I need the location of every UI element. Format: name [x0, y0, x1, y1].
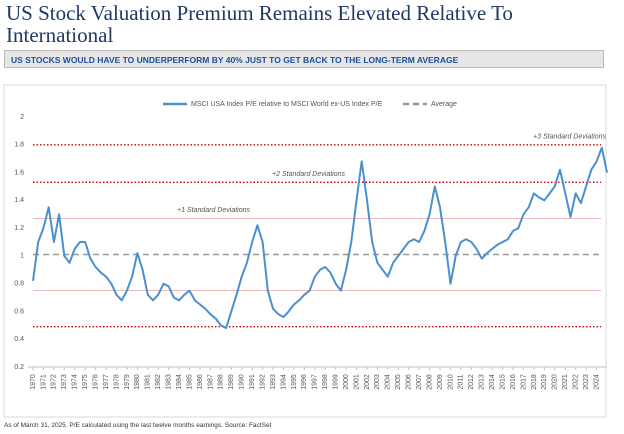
- x-tick-label: 1979: [124, 374, 131, 390]
- x-tick-label: 1993: [270, 374, 277, 390]
- x-tick-label: 2022: [573, 374, 580, 390]
- x-tick-label: 2016: [510, 374, 517, 390]
- x-tick-label: 2021: [562, 374, 569, 390]
- x-tick-label: 2019: [541, 374, 548, 390]
- x-tick-label: 1986: [197, 374, 204, 390]
- title: US Stock Valuation Premium Remains Eleva…: [6, 1, 513, 47]
- x-tick-label: 1977: [103, 374, 110, 390]
- x-tick-label: 1994: [280, 374, 287, 390]
- x-tick-label: 2013: [479, 374, 486, 390]
- y-tick-label: 1: [20, 253, 24, 260]
- y-tick-label: 1.4: [14, 197, 24, 204]
- x-tick-label: 1999: [332, 374, 339, 390]
- x-tick-label: 1996: [301, 374, 308, 390]
- x-tick-label: 2024: [593, 374, 600, 390]
- x-tick-label: 2012: [468, 374, 475, 390]
- x-tick-label: 2020: [552, 374, 559, 390]
- x-tick-label: 2004: [385, 374, 392, 390]
- x-tick-label: 2011: [458, 374, 465, 389]
- x-tick-label: 1985: [186, 374, 193, 390]
- x-tick-label: 2003: [374, 374, 381, 390]
- x-tick-label: 1982: [155, 374, 162, 390]
- x-tick-label: 2001: [353, 374, 360, 390]
- x-tick-label: 2010: [447, 374, 454, 390]
- y-tick-label: 0.8: [14, 281, 24, 288]
- x-tick-label: 1989: [228, 374, 235, 390]
- x-tick-label: 2005: [395, 374, 402, 390]
- x-tick-label: 2008: [426, 374, 433, 390]
- x-tick-label: 1990: [239, 374, 246, 390]
- reference-label: +1 Standard Deviations: [177, 207, 250, 214]
- x-tick-label: 1992: [259, 374, 266, 390]
- x-tick-label: 1995: [291, 374, 298, 390]
- data-line: [32, 146, 608, 330]
- x-tick-label: 2009: [437, 374, 444, 390]
- x-tick-label: 1975: [82, 374, 89, 390]
- y-tick-label: 1.8: [14, 142, 24, 149]
- x-tick-label: 1976: [92, 374, 99, 390]
- x-tick-label: 1997: [312, 374, 319, 390]
- y-tick-label: 0.2: [14, 364, 24, 371]
- legend-label: MSCI USA Index P/E relative to MSCI Worl…: [191, 101, 383, 108]
- x-tick-label: 2006: [406, 374, 413, 390]
- x-tick-label: 1978: [113, 374, 120, 390]
- x-tick-label: 2018: [531, 374, 538, 390]
- y-tick-label: 2: [20, 114, 24, 121]
- y-tick-label: 0.6: [14, 308, 24, 315]
- reference-label: +3 Standard Deviations: [533, 134, 606, 141]
- x-tick-label: 1973: [61, 374, 68, 390]
- x-tick-label: 2007: [416, 374, 423, 390]
- banner: US STOCKS WOULD HAVE TO UNDERPERFORM BY …: [4, 50, 604, 68]
- x-tick-label: 2015: [499, 374, 506, 390]
- x-tick-label: 1984: [176, 374, 183, 390]
- x-tick-label: 2000: [343, 374, 350, 390]
- y-tick-label: 1.2: [14, 225, 24, 232]
- x-tick-label: 2002: [364, 374, 371, 390]
- reference-label: +2 Standard Deviations: [272, 171, 345, 178]
- legend-label: Average: [431, 101, 457, 108]
- x-tick-label: 1991: [249, 374, 256, 390]
- x-tick-label: 1988: [218, 374, 225, 390]
- x-tick-label: 1970: [30, 374, 37, 390]
- y-tick-label: 1.6: [14, 169, 24, 176]
- footnote: As of March 31, 2025. P/E calculated usi…: [4, 422, 272, 429]
- x-tick-label: 1972: [51, 374, 58, 390]
- x-tick-label: 1971: [40, 374, 47, 390]
- x-tick-label: 1981: [145, 374, 152, 390]
- x-tick-label: 1998: [322, 374, 329, 390]
- x-tick-label: 2023: [583, 374, 590, 390]
- y-tick-label: 0.4: [14, 336, 24, 343]
- x-tick-label: 1974: [72, 374, 79, 390]
- x-tick-label: 2017: [520, 374, 527, 390]
- x-tick-label: 1983: [166, 374, 173, 390]
- chart-frame: [3, 84, 607, 418]
- x-tick-label: 1987: [207, 374, 214, 390]
- x-tick-label: 1980: [134, 374, 141, 390]
- x-tick-label: 2014: [489, 374, 496, 390]
